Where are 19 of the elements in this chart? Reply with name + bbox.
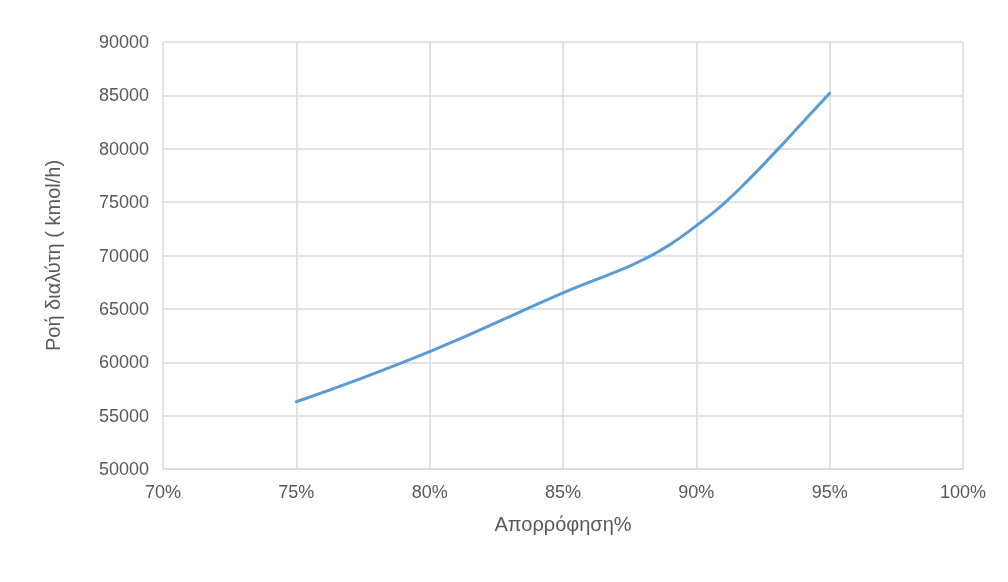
y-axis-title: Ροή διαλύτη ( kmol/h)	[42, 159, 64, 352]
y-tick-label: 80000	[98, 138, 149, 159]
x-tick-label: 95%	[811, 482, 848, 502]
y-tick-label: 60000	[98, 352, 149, 373]
y-tick-label: 90000	[98, 32, 149, 52]
x-tick-label: 80%	[411, 482, 448, 502]
y-tick-label: 75000	[98, 192, 149, 213]
x-tick-label: 90%	[678, 482, 715, 502]
x-axis-title: Απορρόφηση%	[494, 513, 632, 535]
y-tick-label: 85000	[98, 85, 149, 106]
y-tick-label: 50000	[98, 459, 149, 479]
y-tick-label: 55000	[98, 405, 149, 426]
x-tick-label: 100%	[939, 482, 987, 502]
x-tick-label: 85%	[544, 482, 582, 502]
x-tick-label: 70%	[144, 482, 182, 502]
line-series	[294, 91, 832, 404]
y-tick-label: 65000	[98, 298, 149, 319]
y-tick-label: 70000	[98, 245, 149, 266]
x-tick-label: 75%	[278, 482, 315, 502]
